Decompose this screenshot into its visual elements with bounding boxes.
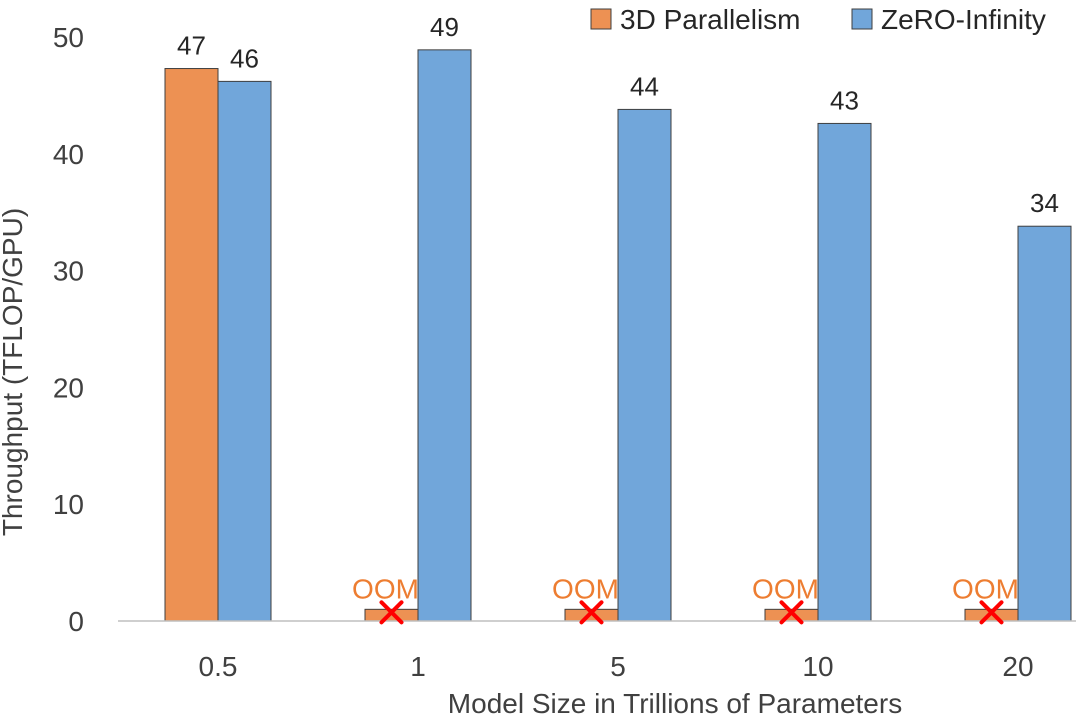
legend-label-3d-parallelism: 3D Parallelism (620, 4, 801, 35)
data-label-zero-infinity-5: 44 (630, 71, 659, 101)
y-tick-label-10: 10 (53, 489, 84, 520)
bar-zero-infinity-10 (817, 122, 872, 622)
y-tick-label-40: 40 (53, 139, 84, 170)
data-label-zero-infinity-10: 43 (830, 85, 859, 115)
y-tick-label-50: 50 (53, 22, 84, 53)
oom-label-20: OOM (952, 573, 1019, 604)
oom-label-10: OOM (752, 573, 819, 604)
oom-cross-icon (379, 600, 404, 625)
oom-cross-icon (579, 600, 604, 625)
bar-zero-infinity-20 (1017, 225, 1072, 622)
x-tick-label-10: 10 (802, 651, 833, 682)
legend-swatch-zero-infinity (851, 8, 873, 30)
bar-zero-infinity-0.5 (217, 80, 272, 622)
oom-annotations: OOM OOM OOM OOM (352, 573, 1019, 625)
x-tick-label-1: 1 (410, 651, 426, 682)
oom-cross-icon (779, 600, 804, 625)
x-tick-label-20: 20 (1002, 651, 1033, 682)
legend: 3D Parallelism ZeRO-Infinity (590, 4, 1046, 35)
x-axis-ticks: 0.5 1 5 10 20 (199, 651, 1034, 682)
bar-zero-infinity-5 (617, 108, 672, 622)
data-label-zero-infinity-20: 34 (1030, 188, 1059, 218)
x-tick-label-0.5: 0.5 (199, 651, 238, 682)
y-axis-ticks: 0 10 20 30 40 50 (53, 22, 84, 637)
data-labels: 47 46 49 44 43 34 (177, 12, 1059, 218)
x-tick-label-5: 5 (610, 651, 626, 682)
legend-swatch-3d-parallelism (590, 8, 612, 30)
bar-group (164, 49, 1072, 622)
bar-zero-infinity-1 (417, 49, 472, 622)
data-label-3d-parallelism-0.5: 47 (177, 31, 206, 61)
legend-label-zero-infinity: ZeRO-Infinity (881, 4, 1046, 35)
y-tick-label-30: 30 (53, 256, 84, 287)
bar-3d-parallelism-0.5 (164, 68, 219, 622)
x-axis-title: Model Size in Trillions of Parameters (448, 688, 902, 719)
y-axis-title: Throughput (TFLOP/GPU) (0, 208, 28, 536)
oom-label-1: OOM (352, 573, 419, 604)
data-label-zero-infinity-1: 49 (430, 12, 459, 42)
y-tick-label-0: 0 (68, 606, 84, 637)
oom-cross-icon (979, 600, 1004, 625)
data-label-zero-infinity-0.5: 46 (230, 43, 259, 73)
y-tick-label-20: 20 (53, 372, 84, 403)
oom-label-5: OOM (552, 573, 619, 604)
